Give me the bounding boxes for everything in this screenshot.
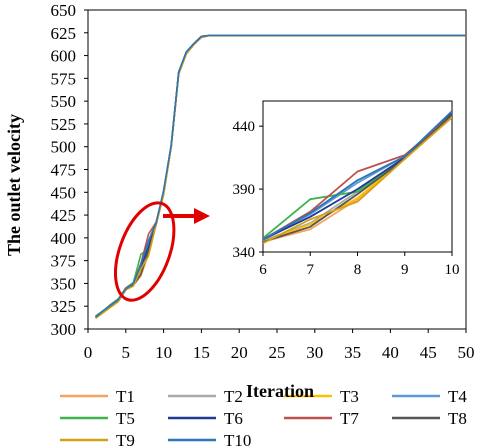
y-tick-label: 350: [51, 274, 77, 293]
legend-label-t2: T2: [224, 387, 243, 406]
y-tick-label: 425: [51, 206, 77, 225]
x-tick-label: 10: [155, 343, 172, 362]
inset-series-group: [263, 110, 452, 245]
legend-label-t10: T10: [224, 431, 251, 448]
legend-label-t4: T4: [448, 387, 467, 406]
highlight-ellipse: [114, 201, 176, 302]
y-tick-label: 525: [51, 115, 77, 134]
x-tick-label: 25: [269, 343, 286, 362]
inset-x-tick-label: 6: [259, 262, 267, 278]
series-line-t10: [95, 34, 466, 318]
main-series-group: [95, 34, 466, 319]
x-tick-label: 45: [420, 343, 437, 362]
inset-series-line-t10: [263, 110, 452, 241]
main-axes: 3003253503754004254504755005255505756006…: [51, 1, 475, 362]
y-tick-label: 325: [51, 297, 77, 316]
y-tick-label: 500: [51, 138, 77, 157]
legend-label-t8: T8: [448, 409, 467, 428]
inset-chart: 340 390 440 6 7 8 9 10: [233, 100, 460, 278]
inset-series-line-t9: [263, 116, 452, 245]
legend-label-t1: T1: [116, 387, 135, 406]
x-tick-label: 50: [458, 343, 475, 362]
y-tick-label: 625: [51, 24, 77, 43]
inset-y-tick-label: 390: [233, 182, 256, 198]
y-tick-label: 400: [51, 229, 77, 248]
legend-label-t6: T6: [224, 409, 243, 428]
x-tick-label: 30: [306, 343, 323, 362]
inset-x-tick-label: 9: [401, 262, 409, 278]
y-tick-label: 650: [51, 1, 77, 20]
y-tick-label: 475: [51, 161, 77, 180]
legend: T1 T2 T3 T4 T5 T6 T7 T8 T9 T10: [60, 387, 467, 448]
highlight-arrowhead: [194, 208, 210, 224]
inset-y-tick-label: 340: [233, 245, 256, 261]
x-tick-label: 15: [193, 343, 210, 362]
y-axis-title: The outlet velocity: [4, 114, 24, 256]
legend-label-t9: T9: [116, 431, 135, 448]
inset-x-tick-label: 10: [445, 262, 460, 278]
highlight-annotation: [114, 201, 210, 302]
y-tick-label: 600: [51, 47, 77, 66]
y-tick-label: 450: [51, 183, 77, 202]
inset-x-tick-label: 7: [307, 262, 315, 278]
x-tick-label: 35: [344, 343, 361, 362]
x-tick-label: 40: [382, 343, 399, 362]
x-tick-label: 5: [122, 343, 131, 362]
inset-x-tick-label: 8: [354, 262, 362, 278]
x-tick-label: 20: [231, 343, 248, 362]
inset-series-line-t6: [263, 112, 452, 241]
y-tick-label: 375: [51, 252, 77, 271]
x-axis-title: Iteration: [246, 381, 314, 401]
y-tick-label: 300: [51, 320, 77, 339]
legend-label-t5: T5: [116, 409, 135, 428]
y-tick-label: 550: [51, 92, 77, 111]
legend-label-t7: T7: [340, 409, 359, 428]
inset-y-tick-label: 440: [233, 119, 256, 135]
legend-label-t3: T3: [340, 387, 359, 406]
x-tick-label: 0: [84, 343, 93, 362]
y-tick-label: 575: [51, 69, 77, 88]
